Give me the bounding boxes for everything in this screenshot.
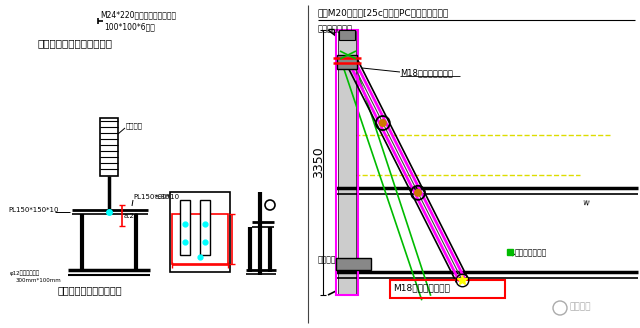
Bar xyxy=(390,280,505,298)
Text: 利用M20螺栓将[25c槽钢与PC板预留套管连接: 利用M20螺栓将[25c槽钢与PC板预留套管连接 xyxy=(318,8,449,17)
Text: M18螺栓和配套螺母: M18螺栓和配套螺母 xyxy=(393,283,450,292)
Bar xyxy=(336,258,371,270)
Text: w: w xyxy=(582,198,589,208)
Text: 用在基础位置的支撑埋件: 用在基础位置的支撑埋件 xyxy=(58,285,122,295)
Bar xyxy=(308,0,640,328)
Text: 配套托座: 配套托座 xyxy=(318,255,337,264)
Text: 豆丁施工: 豆丁施工 xyxy=(570,302,591,311)
Text: 100*100*6钢板: 100*100*6钢板 xyxy=(104,22,155,31)
Bar xyxy=(339,30,355,40)
Circle shape xyxy=(414,189,422,197)
Text: a.26: a.26 xyxy=(124,213,140,219)
Bar xyxy=(172,214,228,264)
Text: φ12钻螺栓孔通孔: φ12钻螺栓孔通孔 xyxy=(10,270,40,276)
Text: 斜撑与槽钢连接: 斜撑与槽钢连接 xyxy=(318,24,353,33)
Text: 3350: 3350 xyxy=(312,147,326,178)
Text: PL150*150*10: PL150*150*10 xyxy=(8,207,58,213)
Text: 300mm*100mm: 300mm*100mm xyxy=(16,278,61,283)
Circle shape xyxy=(379,119,387,127)
Bar xyxy=(170,192,230,272)
Bar xyxy=(180,200,190,255)
Text: PL150*90*10: PL150*90*10 xyxy=(133,194,179,200)
Text: 用在楼板位置处的支撑埋件: 用在楼板位置处的支撑埋件 xyxy=(38,38,113,48)
Bar xyxy=(336,30,358,295)
Bar xyxy=(337,55,357,69)
Bar xyxy=(0,0,308,328)
Bar xyxy=(100,118,118,176)
Text: a.36: a.36 xyxy=(155,194,170,200)
Text: 斜撑横片: 斜撑横片 xyxy=(126,122,143,129)
Text: 基础或楼板埋件: 基础或楼板埋件 xyxy=(515,248,547,257)
Text: M24*220螺栓套筒和配套螺母: M24*220螺栓套筒和配套螺母 xyxy=(100,10,176,19)
Text: M18螺栓和配套螺母: M18螺栓和配套螺母 xyxy=(400,68,453,77)
Bar xyxy=(200,200,210,255)
Bar xyxy=(338,31,356,294)
